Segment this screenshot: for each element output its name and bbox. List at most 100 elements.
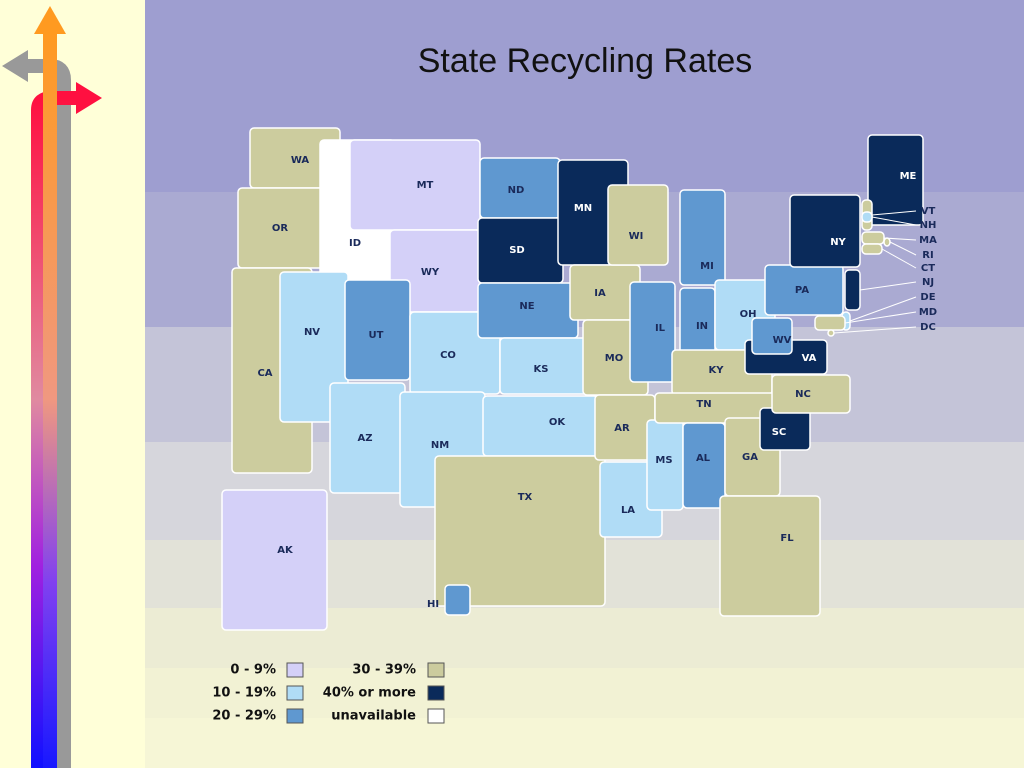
state-label: NH: [920, 220, 937, 231]
state-label: NM: [431, 440, 449, 451]
state-label: TX: [518, 492, 533, 503]
legend-label: 20 - 29%: [212, 709, 276, 724]
state-label: PA: [795, 285, 809, 296]
state-shape: [482, 395, 599, 457]
leader-line: [859, 281, 917, 291]
state-label: MA: [919, 235, 937, 246]
state-label: MS: [655, 455, 672, 466]
state-label: KY: [709, 365, 725, 376]
state-shape: [682, 422, 726, 509]
state-label: ND: [508, 185, 525, 196]
state-label: IL: [655, 323, 666, 334]
state-label: HI: [427, 599, 439, 610]
state-label: NJ: [922, 277, 934, 288]
state-label: CT: [921, 263, 935, 274]
legend-swatch: [286, 685, 304, 701]
state-label: WV: [773, 335, 792, 346]
leader-line: [871, 216, 917, 226]
state-shape: [814, 315, 846, 331]
state-label: FL: [780, 533, 794, 544]
state-label: KS: [534, 364, 549, 375]
legend: 0 - 9% 10 - 19% 20 - 29% 30 - 39% 40% or mor…: [212, 662, 445, 724]
state-label: WA: [291, 155, 310, 166]
leader-line: [871, 210, 917, 216]
state-label: OH: [740, 309, 757, 320]
state-label: NV: [304, 327, 320, 338]
state-label: VT: [921, 206, 936, 217]
leader-line: [881, 248, 917, 269]
state-label: NE: [519, 301, 534, 312]
left-panel: [0, 0, 145, 768]
state-label: SC: [772, 427, 787, 438]
state-label: MT: [417, 180, 434, 191]
state-label: RI: [922, 250, 933, 261]
leader-line: [849, 296, 917, 322]
state-label: IN: [696, 321, 708, 332]
state-shape: [883, 237, 891, 247]
state-label: IA: [594, 288, 606, 299]
state-shape: [607, 184, 669, 266]
state-label: NC: [795, 389, 811, 400]
leader-line: [889, 241, 917, 256]
state-shape: [719, 495, 821, 617]
state-label: AL: [696, 453, 711, 464]
state-shape: [771, 374, 851, 414]
state-label: VA: [802, 353, 817, 364]
state-label: MI: [700, 261, 714, 272]
state-shape: [679, 189, 726, 286]
state-shape: [629, 281, 676, 383]
state-shape: [349, 139, 481, 231]
state-label: WY: [421, 267, 440, 278]
legend-swatch: [286, 662, 304, 678]
state-label: CA: [257, 368, 272, 379]
legend-swatch: [427, 708, 445, 724]
state-label: OR: [272, 223, 289, 234]
state-shape: [221, 489, 328, 631]
state-shape: [827, 329, 835, 337]
state-label: MD: [919, 307, 937, 318]
state-label: DC: [920, 322, 936, 333]
state-shape: [751, 317, 793, 355]
state-label: MN: [574, 203, 592, 214]
state-label: GA: [742, 452, 758, 463]
state-label: AK: [277, 545, 294, 556]
legend-swatch: [286, 708, 304, 724]
legend-label: 10 - 19%: [212, 686, 276, 701]
state-label: CO: [440, 350, 456, 361]
title: State Recycling Rates: [418, 42, 753, 80]
state-label: SD: [509, 245, 525, 256]
state-label: UT: [369, 330, 384, 341]
state-label: LA: [621, 505, 635, 516]
state-shape: [844, 269, 861, 311]
state-label: DE: [920, 292, 935, 303]
state-label: OK: [549, 417, 567, 428]
state-label: WI: [629, 231, 644, 242]
state-label: ID: [349, 238, 361, 249]
band: [145, 718, 1024, 768]
state-shape: [861, 211, 873, 223]
state-label: ME: [900, 171, 917, 182]
state-shape: [867, 134, 924, 226]
state-label: AZ: [358, 433, 373, 444]
state-label: TN: [696, 399, 711, 410]
map: WA OR CA ID MT WY NV UT CO AZ NM ND SD NE KS OK TX MN IA MO…: [221, 127, 937, 631]
legend-label: unavailable: [331, 709, 416, 724]
legend-label: 0 - 9%: [230, 663, 276, 678]
legend-swatch: [427, 662, 445, 678]
state-shape: [861, 231, 885, 245]
state-label: NY: [830, 237, 846, 248]
legend-label: 30 - 39%: [352, 663, 416, 678]
band: [145, 668, 1024, 718]
legend-swatch: [427, 685, 445, 701]
state-label: MO: [605, 353, 623, 364]
legend-label: 40% or more: [323, 686, 416, 701]
decoration: [2, 6, 102, 768]
leader-line: [833, 326, 917, 334]
state-shape: [789, 194, 861, 268]
state-shape: [861, 243, 883, 255]
state-label: AR: [614, 423, 630, 434]
state-shape: [444, 584, 471, 616]
state-shape: [434, 455, 606, 607]
leader-line: [844, 311, 917, 324]
